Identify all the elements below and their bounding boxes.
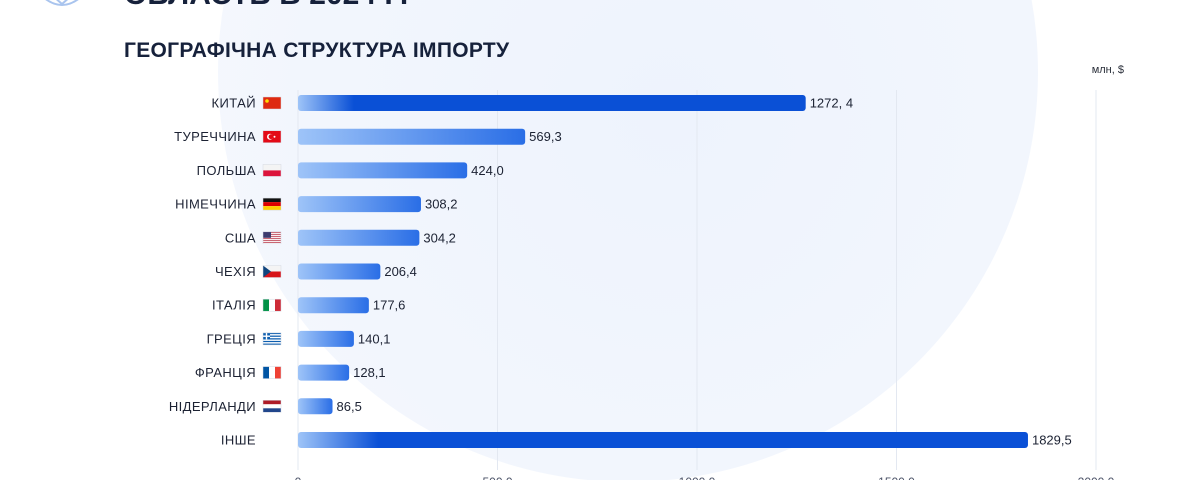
poland-flag-icon [262, 164, 282, 177]
category-label: ПОЛЬША [197, 163, 256, 178]
china-flag-icon [262, 96, 282, 110]
category-label: США [225, 230, 256, 245]
category-label: ІТАЛІЯ [212, 298, 256, 313]
grid-layer [297, 90, 1097, 470]
bar [298, 229, 420, 246]
value-label: 177,6 [373, 298, 406, 313]
value-label: 140,1 [358, 331, 391, 346]
bar [298, 162, 468, 179]
france-flag-icon [262, 366, 282, 379]
bar [298, 364, 350, 381]
bar [298, 432, 1028, 448]
category-label: НІДЕРЛАНДИ [169, 399, 256, 414]
value-label: 424,0 [471, 163, 504, 178]
x-tick-label: 0 [295, 475, 302, 480]
value-label: 1829,5 [1032, 433, 1072, 448]
value-label: 569,3 [529, 129, 562, 144]
category-label: ТУРЕЧЧИНА [174, 129, 256, 144]
turkey-flag-icon [262, 130, 282, 143]
value-label: 206,4 [384, 264, 417, 279]
category-label: ГРЕЦІЯ [207, 331, 256, 346]
chart-title: ГЕОГРАФІЧНА СТРУКТУРА ІМПОРТУ [124, 39, 510, 62]
x-tick-label: 1500,0 [878, 475, 915, 480]
logo-icon [45, 0, 79, 6]
x-tick-label: 2000,0 [1078, 475, 1115, 480]
netherlands-flag-icon [262, 400, 282, 413]
usa-flag-icon [262, 231, 282, 245]
bar-layer: КИТАЙ 1272, 4 ТУРЕЧЧИНА 569,3 ПОЛЬША 424,0 НІМ… [169, 95, 1072, 448]
category-label: КИТАЙ [212, 96, 256, 111]
category-label: ЧЕХІЯ [215, 264, 256, 279]
greece-flag-icon [262, 332, 282, 346]
bar [298, 297, 369, 314]
czechia-flag-icon [262, 265, 282, 278]
value-label: 128,1 [353, 365, 386, 380]
tick-layer: 0 500,0 1000,0 1500,0 2000,0 [295, 475, 1115, 480]
x-tick-label: 500,0 [482, 475, 512, 480]
italy-flag-icon [262, 298, 282, 312]
germany-flag-icon [262, 197, 282, 211]
page-heading: ОБЛАСТЬ В 2024 Р. [124, 0, 408, 12]
x-tick-label: 1000,0 [679, 475, 716, 480]
bar [298, 398, 333, 415]
value-label: 1272, 4 [810, 96, 853, 111]
bar [298, 128, 526, 145]
bar [298, 95, 806, 111]
value-label: 308,2 [425, 197, 458, 212]
value-label: 86,5 [337, 399, 362, 414]
bar [298, 196, 421, 213]
category-label: НІМЕЧЧИНА [175, 197, 256, 212]
bar [298, 330, 354, 347]
bar [298, 263, 381, 280]
category-label: ФРАНЦІЯ [195, 365, 256, 380]
unit-label: млн, $ [1091, 64, 1124, 76]
category-label: ІНШЕ [221, 433, 256, 448]
value-label: 304,2 [423, 230, 456, 245]
